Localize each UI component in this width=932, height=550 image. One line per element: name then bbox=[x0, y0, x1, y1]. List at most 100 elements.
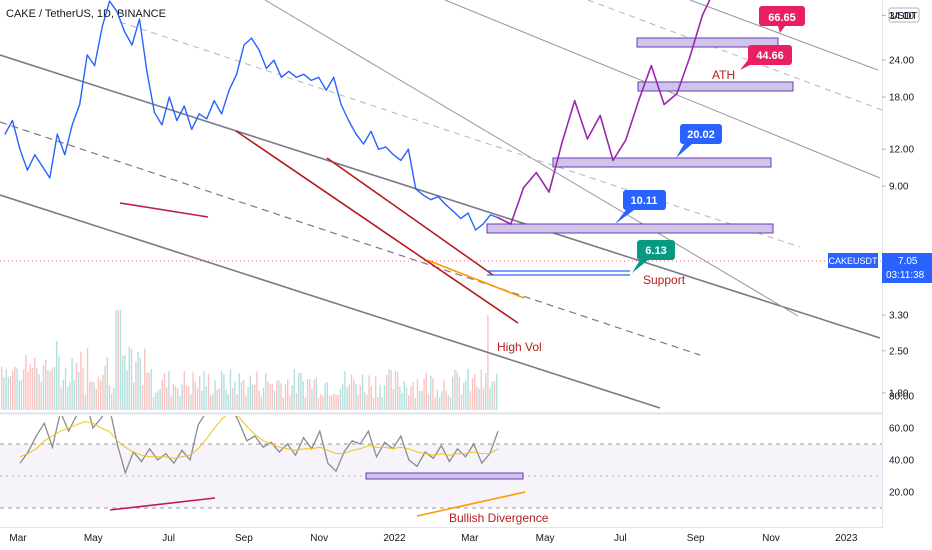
volume-bar bbox=[256, 371, 258, 410]
volume-bar bbox=[458, 376, 460, 410]
target-zone-ath[interactable] bbox=[636, 37, 779, 48]
rsi-tick-label: 20.00 bbox=[889, 488, 914, 499]
rsi-drawings bbox=[109, 472, 526, 517]
current-price-badge[interactable]: CAKEUSDT 7.05 03:11:38 bbox=[828, 253, 932, 283]
volume-bar bbox=[34, 357, 36, 410]
volume-bar bbox=[298, 372, 300, 410]
volume-bar bbox=[95, 388, 97, 410]
volume-bar bbox=[460, 394, 463, 410]
channel-bottom-line[interactable] bbox=[0, 194, 661, 409]
last-price-box bbox=[882, 253, 932, 283]
volume-bar bbox=[194, 381, 196, 410]
volume-bar bbox=[227, 394, 229, 410]
currency-badge[interactable]: USDT bbox=[888, 7, 920, 23]
volume-bar bbox=[20, 379, 23, 410]
volume-bar bbox=[375, 376, 377, 410]
price-tag-6-13[interactable]: 6.13 bbox=[632, 240, 675, 273]
price-point bbox=[153, 111, 155, 113]
volume-bar bbox=[482, 388, 485, 410]
volume-bar bbox=[300, 372, 302, 410]
volume-bar bbox=[218, 388, 221, 410]
rsi-axis[interactable]: 80.00 60.00 40.00 20.00 bbox=[889, 392, 914, 499]
upper-channel-mid-1[interactable] bbox=[119, 21, 801, 248]
ath-label: ATH bbox=[712, 68, 735, 82]
volume-bar bbox=[58, 356, 60, 410]
rsi-ma-line[interactable] bbox=[19, 412, 499, 459]
price-divergence-line[interactable] bbox=[119, 202, 209, 218]
volume-bar bbox=[414, 397, 416, 410]
rsi-bearish-divergence-line[interactable] bbox=[109, 497, 216, 511]
volume-bar bbox=[377, 397, 379, 410]
price-point bbox=[138, 18, 141, 20]
rsi-line[interactable] bbox=[19, 393, 499, 475]
volume-bar bbox=[254, 384, 256, 410]
volume-bar bbox=[157, 391, 159, 410]
volume-bar bbox=[97, 376, 100, 410]
price-tag-10-11[interactable]: 10.11 bbox=[615, 190, 666, 224]
volume-bar bbox=[240, 382, 243, 410]
time-tick-label: 2023 bbox=[835, 533, 858, 544]
volume-bar bbox=[370, 386, 372, 410]
volume-bar bbox=[1, 366, 3, 410]
target-zone-44[interactable] bbox=[637, 81, 794, 92]
price-tag-66-65[interactable]: 66.65 bbox=[759, 6, 805, 33]
volume-bar bbox=[392, 388, 394, 410]
wedge-lower-line[interactable] bbox=[235, 130, 519, 324]
volume-bar bbox=[75, 363, 78, 410]
upper-channel-top[interactable] bbox=[689, 0, 879, 71]
last-price-value: 7.05 bbox=[898, 256, 918, 267]
volume-bar bbox=[78, 372, 80, 410]
drawings bbox=[0, 0, 882, 409]
time-axis[interactable]: Mar May Jul Sep Nov 2022 Mar May Jul Sep Nov 2023 bbox=[9, 533, 857, 544]
rsi-resistance-zone[interactable] bbox=[365, 472, 524, 480]
price-point bbox=[161, 124, 163, 126]
volume-bar bbox=[348, 384, 350, 410]
price-point bbox=[213, 100, 215, 102]
price-tag-44-66-label: 44.66 bbox=[756, 50, 784, 62]
volume-bar bbox=[386, 375, 388, 410]
wedge-support-orange[interactable] bbox=[426, 259, 525, 299]
volume-bar bbox=[273, 390, 276, 410]
price-point bbox=[422, 194, 424, 196]
volume-bar bbox=[104, 365, 106, 410]
price-point bbox=[430, 199, 432, 201]
forecast-point bbox=[650, 64, 653, 67]
rsi-pane bbox=[0, 416, 882, 525]
volume-bar bbox=[108, 384, 111, 410]
rsi-bullish-divergence-line[interactable] bbox=[416, 491, 526, 517]
volume-bar bbox=[238, 373, 240, 410]
price-point bbox=[273, 59, 275, 61]
price-point bbox=[265, 67, 268, 70]
price-point bbox=[340, 103, 342, 106]
volume-bar bbox=[172, 383, 174, 410]
price-point bbox=[228, 89, 230, 91]
volume-bar bbox=[18, 381, 20, 410]
price-tag-20-02[interactable]: 20.02 bbox=[676, 124, 722, 158]
channel-mid-line[interactable] bbox=[0, 121, 701, 356]
target-zone-10[interactable] bbox=[486, 223, 774, 234]
volume-bar bbox=[328, 395, 331, 410]
volume-bar bbox=[207, 373, 210, 410]
volume-bar bbox=[331, 395, 333, 410]
price-point bbox=[64, 154, 66, 156]
price-tag-44-66[interactable]: 44.66 bbox=[740, 45, 792, 70]
volume-bar bbox=[16, 368, 18, 410]
wedge-upper-line[interactable] bbox=[326, 157, 494, 276]
volume-bar bbox=[282, 397, 284, 410]
price-point bbox=[94, 65, 96, 67]
channel-top-line[interactable] bbox=[0, 54, 881, 339]
volume-bar bbox=[295, 392, 298, 410]
price-point bbox=[183, 105, 185, 107]
volume-bar bbox=[119, 310, 122, 410]
price-point bbox=[168, 96, 170, 98]
time-tick-label: Sep bbox=[235, 533, 253, 544]
volume-bar bbox=[390, 370, 392, 410]
volume-bar bbox=[267, 381, 269, 410]
volume-bar bbox=[474, 374, 476, 410]
upper-channel-mid-2[interactable] bbox=[587, 0, 882, 111]
price-point bbox=[56, 133, 58, 135]
target-zone-20[interactable] bbox=[552, 157, 772, 168]
volume-bar bbox=[36, 367, 38, 410]
volume-bar bbox=[276, 380, 278, 410]
